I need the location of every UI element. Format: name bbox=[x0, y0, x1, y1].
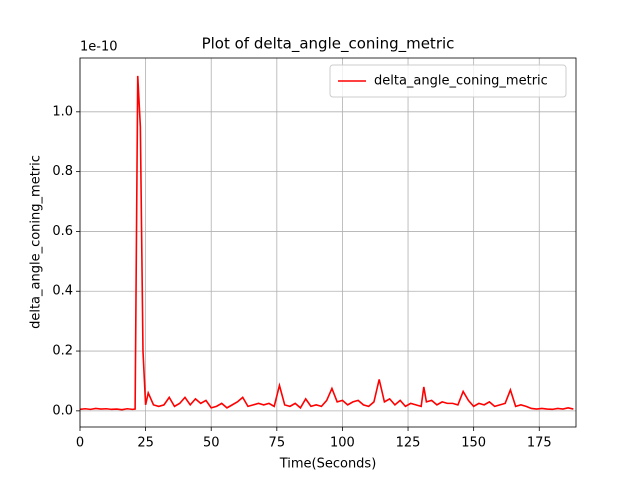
data-line bbox=[80, 75, 574, 411]
x-tick-label: 75 bbox=[269, 436, 286, 451]
plot-frame bbox=[79, 57, 577, 428]
y-tick-label: 0.0 bbox=[52, 403, 73, 418]
x-axis-label: Time(Seconds) bbox=[279, 457, 377, 472]
grid bbox=[79, 58, 576, 427]
x-tick-label: 100 bbox=[330, 436, 355, 451]
y-tick-label: 0.6 bbox=[52, 224, 73, 239]
x-tick-label: 0 bbox=[76, 436, 84, 451]
y-tick-label: 1.0 bbox=[52, 104, 73, 119]
chart-title: Plot of delta_angle_coning_metric bbox=[202, 35, 455, 54]
x-tick-label: 25 bbox=[137, 436, 154, 451]
x-tick-label: 125 bbox=[396, 436, 421, 451]
x-tick-label: 50 bbox=[203, 436, 220, 451]
legend-box bbox=[329, 64, 567, 98]
y-tick-label: 0.4 bbox=[52, 284, 73, 299]
y-axis-label: delta_angle_coning_metric bbox=[29, 155, 44, 329]
x-tick-label: 150 bbox=[461, 436, 486, 451]
y-tick-label: 0.2 bbox=[52, 344, 73, 359]
y-offset-label: 1e-10 bbox=[80, 40, 118, 55]
legend-label: delta_angle_coning_metric bbox=[374, 74, 548, 89]
y-tick-label: 0.8 bbox=[52, 164, 73, 179]
x-tick-label: 175 bbox=[527, 436, 552, 451]
